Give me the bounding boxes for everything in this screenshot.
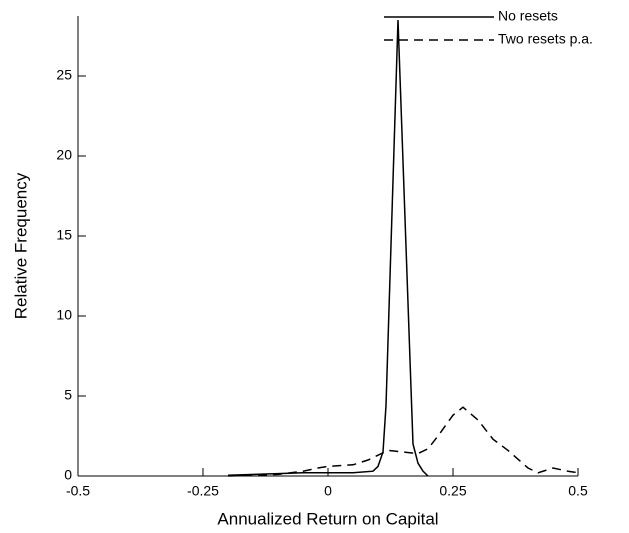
y-tick-label: 10 bbox=[56, 307, 72, 323]
y-tick-label: 25 bbox=[56, 67, 72, 83]
x-tick-label: 0 bbox=[324, 483, 332, 499]
x-axis-title: Annualized Return on Capital bbox=[217, 509, 438, 528]
y-tick-label: 0 bbox=[64, 467, 72, 483]
legend-label: No resets bbox=[498, 8, 558, 24]
legend-label: Two resets p.a. bbox=[498, 31, 593, 47]
y-tick-label: 5 bbox=[64, 387, 72, 403]
series-line bbox=[227, 19, 429, 477]
x-tick-label: -0.5 bbox=[66, 483, 90, 499]
x-tick-label: -0.25 bbox=[187, 483, 219, 499]
x-tick-label: 0.25 bbox=[439, 483, 466, 499]
series-line bbox=[227, 406, 579, 477]
y-tick-label: 20 bbox=[56, 147, 72, 163]
y-tick-label: 15 bbox=[56, 227, 72, 243]
y-axis-title: Relative Frequency bbox=[11, 172, 30, 319]
x-tick-label: 0.5 bbox=[568, 483, 588, 499]
